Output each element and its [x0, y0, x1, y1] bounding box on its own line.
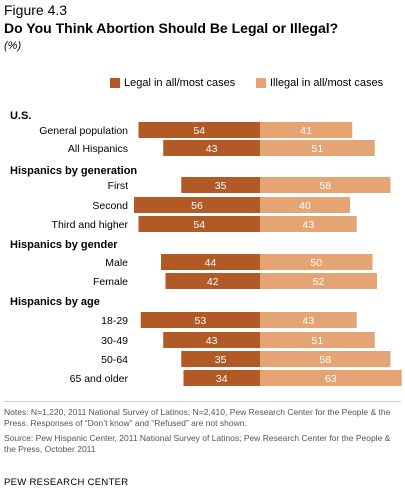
data-label-legal: 43: [206, 335, 218, 347]
data-label-illegal: 50: [310, 257, 322, 269]
bar-illegal: [260, 351, 391, 367]
data-label-legal: 35: [215, 354, 227, 366]
legend-item-legal: Legal in all/most cases: [110, 77, 235, 89]
bar-legal: [183, 370, 260, 386]
chart-source: Source: Pew Hispanic Center, 2011 Nation…: [4, 433, 391, 454]
data-label-legal: 56: [191, 200, 203, 212]
legend-label-illegal: Illegal in all/most cases: [270, 77, 384, 89]
data-label-legal: 43: [206, 143, 218, 155]
bar-illegal: [260, 177, 391, 193]
data-label-legal: 42: [207, 276, 219, 288]
row-label: All Hispanics: [68, 143, 128, 155]
bar-illegal: [260, 273, 377, 289]
bar-illegal: [260, 197, 350, 213]
legend-label-legal: Legal in all/most cases: [124, 77, 236, 89]
row-label: 30-49: [101, 335, 128, 347]
row-label: Third and higher: [52, 219, 129, 231]
data-label-illegal: 52: [313, 276, 325, 288]
bar-legal: [181, 351, 260, 367]
bar-illegal: [260, 254, 373, 270]
row-label: 18-29: [101, 315, 128, 327]
bar-illegal: [260, 216, 357, 232]
row-label: Second: [92, 200, 128, 212]
figure-header: Figure 4.3 Do You Think Abortion Should …: [0, 0, 405, 70]
group-heading: Hispanics by generation: [10, 165, 137, 177]
data-label-illegal: 43: [303, 315, 315, 327]
data-label-legal: 35: [215, 180, 227, 192]
bar-legal: [140, 312, 260, 328]
bar-illegal: [260, 312, 357, 328]
data-label-legal: 54: [193, 219, 205, 231]
legend-swatch-illegal: [256, 78, 266, 88]
data-label-illegal: 43: [303, 219, 315, 231]
bar-legal: [165, 273, 260, 289]
divider: [4, 401, 401, 402]
bar-legal: [138, 122, 260, 138]
bar-legal: [163, 332, 260, 348]
chart-title: Do You Think Abortion Should Be Legal or…: [4, 20, 339, 36]
chart-notes: Notes: N=1,220, 2011 National Survey of …: [4, 407, 391, 428]
data-label-legal: 44: [205, 257, 217, 269]
data-label-illegal: 41: [300, 125, 312, 137]
legend-item-illegal: Illegal in all/most cases: [256, 77, 383, 89]
bar-illegal: [260, 370, 402, 386]
group-heading: Hispanics by age: [10, 296, 100, 308]
row-label: 50-64: [101, 354, 128, 366]
data-label-illegal: 40: [299, 200, 311, 212]
chart-subtitle: (%): [4, 40, 22, 52]
bar-legal: [138, 216, 260, 232]
row-label: General population: [39, 125, 128, 137]
group-heading: Hispanics by gender: [10, 239, 118, 251]
data-label-legal: 53: [195, 315, 207, 327]
data-label-illegal: 58: [319, 354, 331, 366]
data-label-illegal: 58: [319, 180, 331, 192]
row-label: Male: [105, 257, 128, 269]
chart-plot: U.S. General population 54 41 All Hispanics 4…: [10, 110, 402, 386]
group-heading: U.S.: [10, 110, 31, 122]
row-label: 65 and older: [70, 373, 129, 385]
bar-legal: [181, 177, 260, 193]
bar-legal: [161, 254, 260, 270]
data-label-illegal: 51: [312, 335, 324, 347]
bar-legal: [134, 197, 260, 213]
figure-label: Figure 4.3: [4, 2, 68, 18]
data-label-legal: 34: [216, 373, 228, 385]
bar-legal: [163, 140, 260, 156]
row-label: First: [108, 180, 128, 192]
data-label-illegal: 51: [312, 143, 324, 155]
bar-illegal: [260, 122, 353, 138]
data-label-illegal: 63: [325, 373, 337, 385]
bar-illegal: [260, 140, 375, 156]
legend-swatch-legal: [110, 78, 120, 88]
row-label: Female: [93, 276, 128, 288]
bar-illegal: [260, 332, 375, 348]
footer-brand: PEW RESEARCH CENTER: [4, 477, 129, 488]
data-label-legal: 54: [193, 125, 205, 137]
